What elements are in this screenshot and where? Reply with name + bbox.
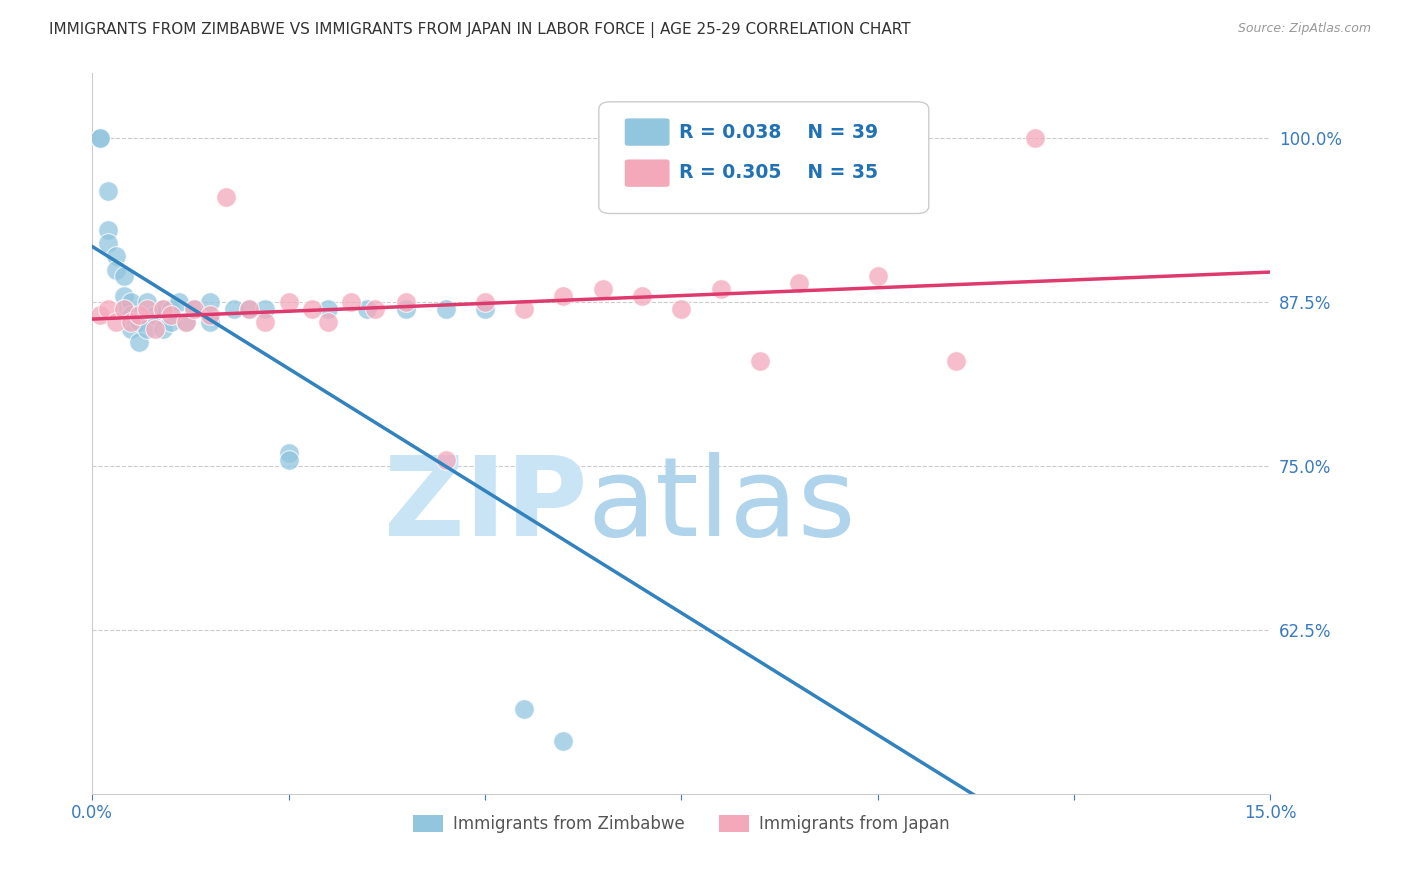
FancyBboxPatch shape <box>624 160 669 186</box>
Point <box>1024 131 1046 145</box>
Point <box>553 734 575 748</box>
Point <box>136 301 159 316</box>
Point <box>97 223 120 237</box>
Point <box>143 309 166 323</box>
Point <box>631 289 654 303</box>
Point <box>434 452 457 467</box>
Point <box>356 301 378 316</box>
Point <box>787 276 810 290</box>
Point <box>340 295 363 310</box>
Point <box>104 249 127 263</box>
Point <box>112 289 135 303</box>
Point <box>222 301 245 316</box>
Point <box>97 301 120 316</box>
Point <box>434 301 457 316</box>
Point <box>592 282 614 296</box>
Text: IMMIGRANTS FROM ZIMBABWE VS IMMIGRANTS FROM JAPAN IN LABOR FORCE | AGE 25-29 COR: IMMIGRANTS FROM ZIMBABWE VS IMMIGRANTS F… <box>49 22 911 38</box>
Point <box>183 301 205 316</box>
Point <box>128 309 150 323</box>
Point <box>945 354 967 368</box>
Point <box>316 301 339 316</box>
Point <box>474 301 496 316</box>
Point <box>277 452 299 467</box>
Point <box>183 301 205 316</box>
Text: ZIP: ZIP <box>384 452 588 559</box>
Point <box>671 301 693 316</box>
Point <box>136 321 159 335</box>
FancyBboxPatch shape <box>624 119 669 145</box>
Point <box>89 309 111 323</box>
Point <box>112 301 135 316</box>
Point <box>120 295 142 310</box>
Point <box>513 701 536 715</box>
Point <box>395 301 418 316</box>
Point <box>277 295 299 310</box>
Point <box>176 315 198 329</box>
Point <box>238 301 260 316</box>
Point <box>104 262 127 277</box>
Point <box>97 236 120 251</box>
Point <box>474 295 496 310</box>
Point <box>120 309 142 323</box>
Point <box>198 295 221 310</box>
Point <box>198 315 221 329</box>
Point <box>316 315 339 329</box>
Point <box>128 315 150 329</box>
Point <box>152 321 174 335</box>
Point <box>513 301 536 316</box>
Point <box>866 269 889 284</box>
Point <box>238 301 260 316</box>
Point <box>748 354 770 368</box>
Point <box>198 309 221 323</box>
Point <box>277 446 299 460</box>
Point <box>112 301 135 316</box>
Text: R = 0.038    N = 39: R = 0.038 N = 39 <box>679 122 879 142</box>
Point <box>136 295 159 310</box>
FancyBboxPatch shape <box>599 102 929 213</box>
Point <box>159 315 181 329</box>
Point <box>364 301 387 316</box>
Point <box>104 315 127 329</box>
Point <box>176 315 198 329</box>
Point <box>89 131 111 145</box>
Point <box>152 301 174 316</box>
Point <box>159 309 181 323</box>
Point <box>152 301 174 316</box>
Point <box>143 321 166 335</box>
Point <box>395 295 418 310</box>
Point <box>710 282 733 296</box>
Point <box>253 301 276 316</box>
Point <box>253 315 276 329</box>
Point <box>89 131 111 145</box>
Text: atlas: atlas <box>588 452 856 559</box>
Point <box>128 334 150 349</box>
Point <box>167 295 190 310</box>
Point <box>301 301 323 316</box>
Point <box>159 301 181 316</box>
Text: R = 0.305    N = 35: R = 0.305 N = 35 <box>679 163 877 182</box>
Text: Source: ZipAtlas.com: Source: ZipAtlas.com <box>1237 22 1371 36</box>
Point <box>120 321 142 335</box>
Point <box>120 315 142 329</box>
Point <box>553 289 575 303</box>
Point <box>215 190 238 204</box>
Legend: Immigrants from Zimbabwe, Immigrants from Japan: Immigrants from Zimbabwe, Immigrants fro… <box>406 808 956 839</box>
Point <box>97 184 120 198</box>
Point <box>112 269 135 284</box>
